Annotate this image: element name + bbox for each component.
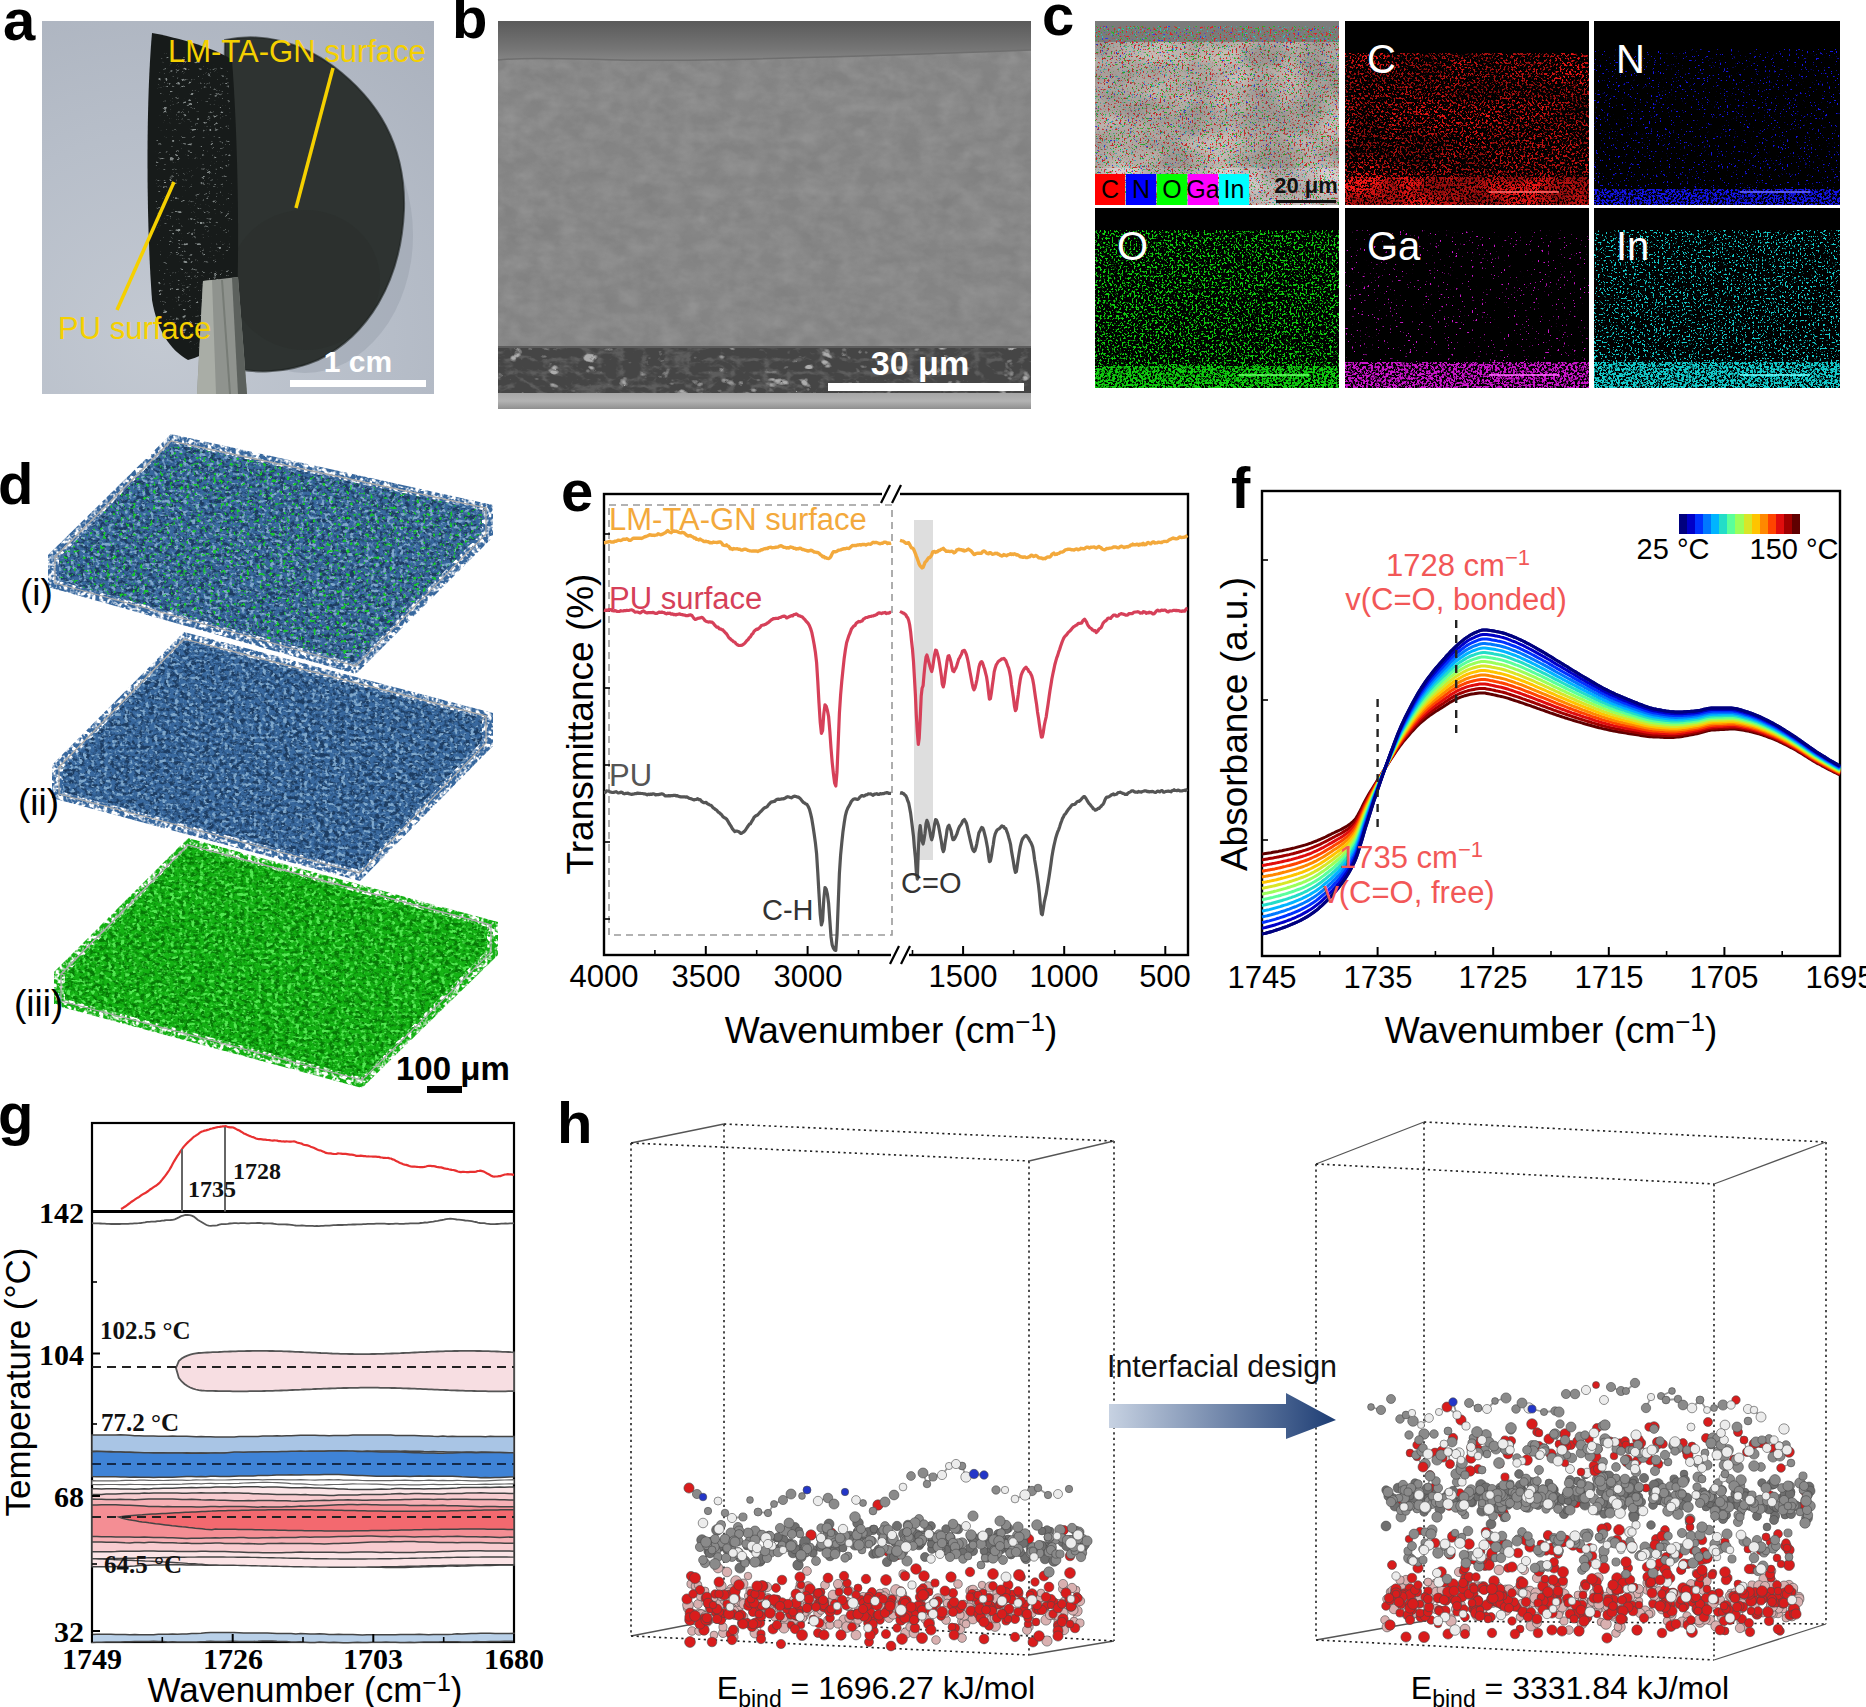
svg-text:Ebind = 1696.27 kJ/mol: Ebind = 1696.27 kJ/mol xyxy=(717,1670,1035,1707)
svg-text:Interfacial design: Interfacial design xyxy=(1107,1348,1337,1384)
svg-text:Ebind = 3331.84 kJ/mol: Ebind = 3331.84 kJ/mol xyxy=(1411,1670,1729,1707)
